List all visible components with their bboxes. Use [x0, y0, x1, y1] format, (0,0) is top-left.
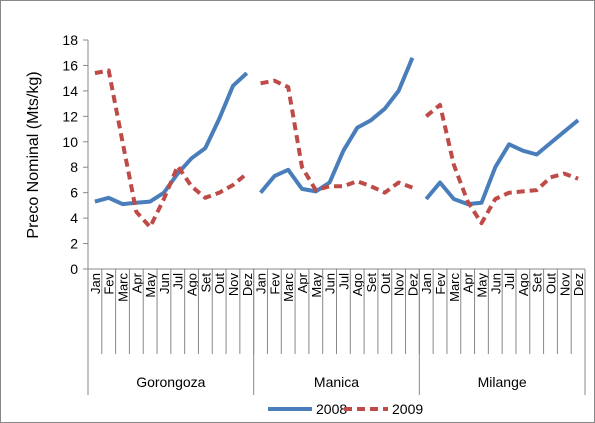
- y-tick-label: 12: [62, 108, 78, 124]
- x-tick-label: Fev: [102, 273, 117, 295]
- x-tick-label: Apr: [129, 272, 144, 293]
- x-tick-label: Out: [543, 273, 558, 294]
- series-line: [259, 57, 415, 194]
- x-tick-label: Ago: [185, 273, 200, 296]
- y-tick-label: 8: [70, 159, 78, 175]
- x-tick-label: Fev: [267, 273, 282, 295]
- y-tick-label: 6: [70, 185, 78, 201]
- x-tick-label: Jun: [323, 273, 338, 294]
- x-tick-label: Ago: [516, 273, 531, 296]
- x-tick-label: Apr: [295, 272, 310, 293]
- group-label: Gorongoza: [136, 374, 205, 390]
- x-tick-label: Dez: [240, 273, 255, 296]
- group-label: Milange: [478, 374, 527, 390]
- x-tick-label: May: [309, 273, 324, 298]
- y-tick-label: 0: [70, 261, 78, 277]
- x-tick-label: Marc: [281, 273, 296, 302]
- x-tick-label: Marc: [116, 273, 131, 302]
- x-tick-label: Out: [378, 273, 393, 294]
- x-tick-label: Jul: [171, 273, 186, 290]
- x-tick-label: Jun: [157, 273, 172, 294]
- series-line: [260, 78, 414, 195]
- y-tick-label: 10: [62, 134, 78, 150]
- x-tick-label: Jan: [254, 273, 269, 294]
- y-tick-label: 4: [70, 210, 78, 226]
- x-tick-label: Set: [364, 273, 379, 293]
- x-tick-label: May: [143, 273, 158, 298]
- x-tick-label: Out: [212, 273, 227, 294]
- x-tick-label: Jul: [336, 273, 351, 290]
- x-tick-label: Dez: [571, 273, 586, 296]
- legend-label: 2009: [392, 401, 423, 417]
- group-label: Manica: [314, 374, 359, 390]
- y-tick-label: 18: [62, 32, 78, 48]
- series-line: [424, 118, 580, 207]
- y-tick-label: 2: [70, 236, 78, 252]
- y-tick-label: 14: [62, 83, 78, 99]
- x-tick-label: Jan: [88, 273, 103, 294]
- y-tick-label: 16: [62, 57, 78, 73]
- series-line: [424, 102, 579, 226]
- x-tick-label: Nov: [226, 273, 241, 297]
- x-tick-label: Apr: [461, 272, 476, 293]
- series-line: [94, 68, 249, 229]
- x-tick-label: Jul: [502, 273, 517, 290]
- x-tick-label: Set: [530, 273, 545, 293]
- y-axis-label: Preco Nominal (Mts/kg): [25, 71, 42, 238]
- x-tick-label: Jun: [488, 273, 503, 294]
- x-tick-label: May: [474, 273, 489, 298]
- x-tick-label: Nov: [392, 273, 407, 297]
- legend-label: 2008: [316, 401, 347, 417]
- x-tick-label: Ago: [350, 273, 365, 296]
- x-tick-label: Marc: [447, 273, 462, 302]
- x-tick-label: Dez: [405, 273, 420, 296]
- x-tick-label: Set: [198, 273, 213, 293]
- x-tick-label: Jan: [419, 273, 434, 294]
- x-tick-label: Nov: [557, 273, 572, 297]
- x-tick-label: Fev: [433, 273, 448, 295]
